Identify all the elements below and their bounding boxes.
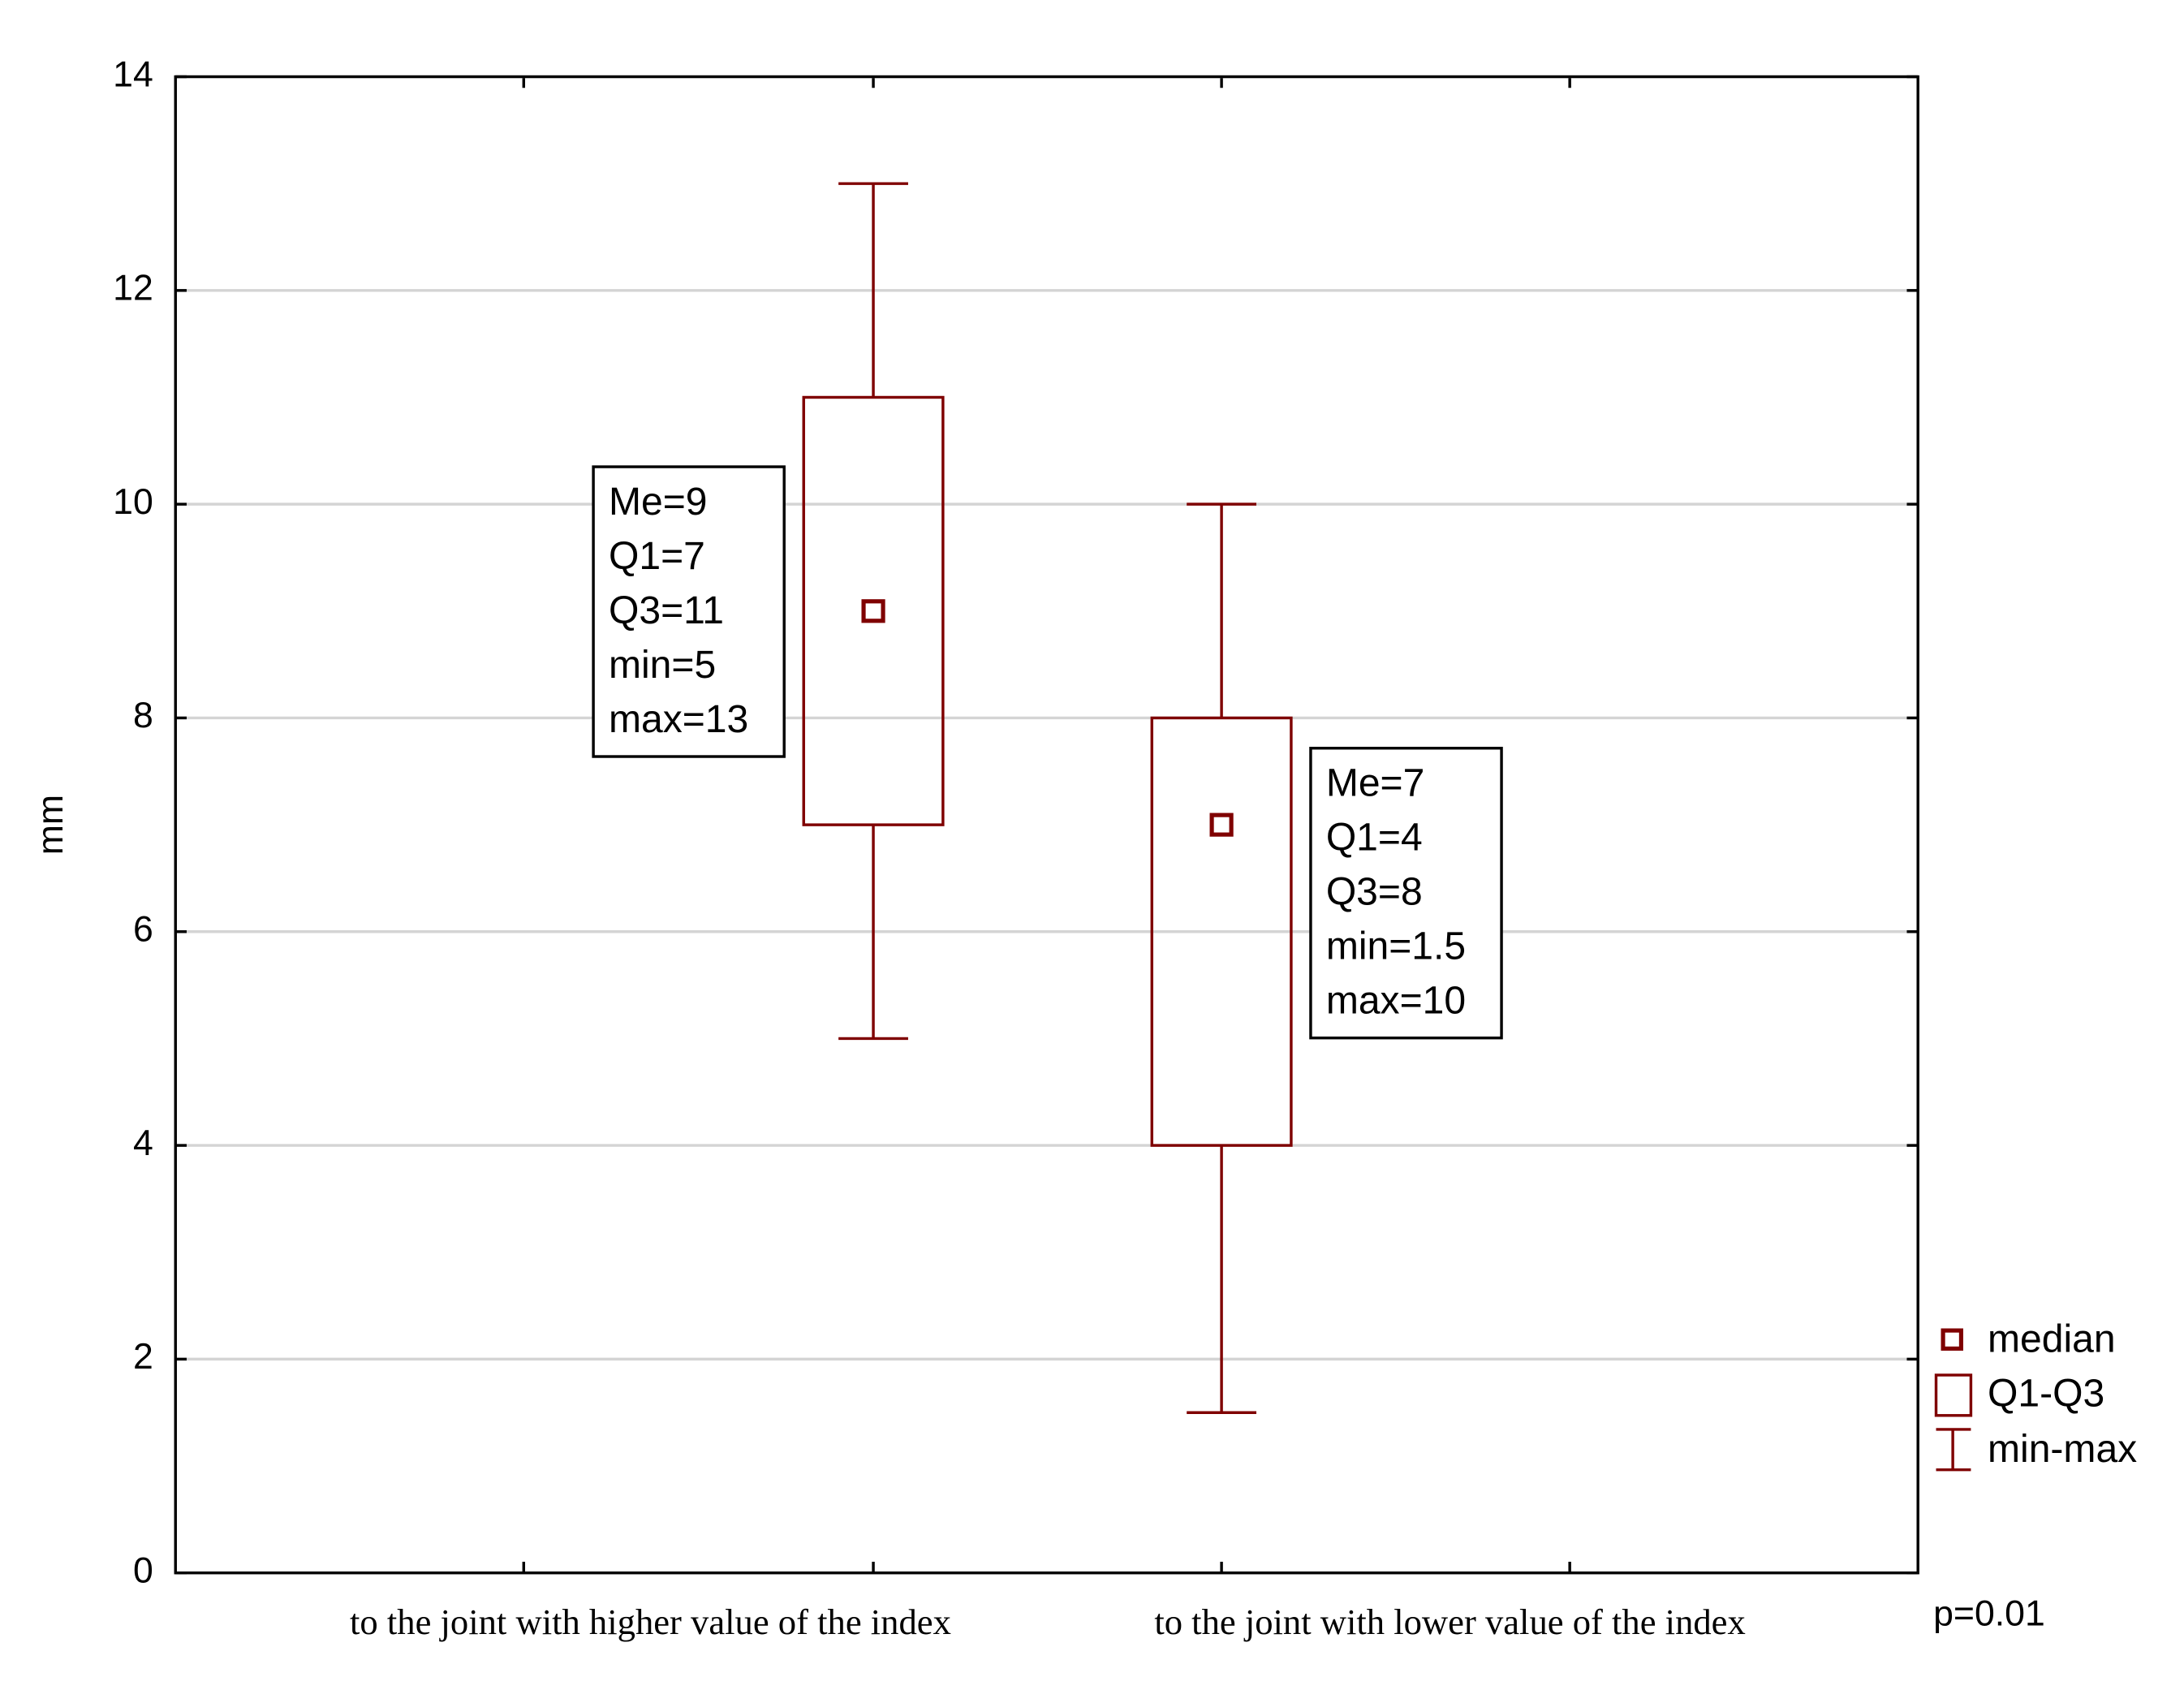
plot-frame — [174, 75, 1919, 1575]
y-tick-label: 4 — [133, 1123, 153, 1163]
annotation-line: max=13 — [609, 698, 748, 741]
annotation-line: Me=9 — [609, 481, 708, 524]
box-q1-q3 — [1150, 716, 1293, 1147]
x-tick-label: to the joint with lower value of the ind… — [1154, 1602, 1745, 1642]
box-q1-q3 — [802, 395, 945, 826]
y-tick-label: 12 — [113, 269, 153, 308]
annotation-line: max=10 — [1326, 979, 1466, 1022]
annotation-box — [1309, 747, 1503, 1040]
y-tick-label: 2 — [133, 1337, 153, 1377]
legend-label: min-max — [1988, 1428, 2137, 1471]
legend-label: median — [1988, 1318, 2116, 1361]
annotation-box — [592, 465, 786, 758]
y-tick-label: 6 — [133, 910, 153, 950]
annotation-line: Q1=7 — [609, 535, 705, 578]
annotation-line: Q3=8 — [1326, 871, 1423, 914]
median-marker — [1209, 813, 1234, 837]
y-tick-label: 14 — [113, 54, 153, 94]
y-tick-label: 0 — [133, 1550, 153, 1590]
annotation-line: min=1.5 — [1326, 925, 1466, 968]
y-axis-label: mm — [31, 795, 71, 855]
annotation-line: min=5 — [609, 644, 716, 687]
median-marker — [861, 599, 885, 623]
x-tick-label: to the joint with higher value of the in… — [350, 1602, 951, 1642]
p-value-note: p=0.01 — [1933, 1594, 2045, 1634]
annotation-line: Me=7 — [1326, 762, 1425, 805]
annotation-line: Q3=11 — [609, 589, 724, 632]
y-tick-label: 10 — [113, 482, 153, 522]
y-tick-label: 8 — [133, 696, 153, 735]
legend-box-icon — [1934, 1373, 1973, 1417]
annotation-line: Q1=4 — [1326, 817, 1423, 860]
x-frame-ticks — [522, 76, 1571, 1573]
legend-label: Q1-Q3 — [1988, 1372, 2104, 1415]
legend-median-icon — [1941, 1328, 1963, 1351]
